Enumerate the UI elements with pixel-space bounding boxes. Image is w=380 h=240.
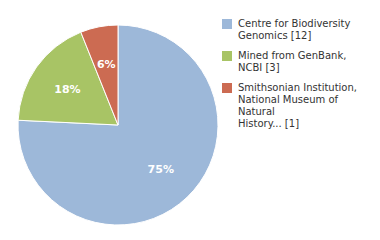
html-text:Centre for Biodiversity Genomi: Centre for Biodiversity Genomics [12] xyxy=(238,18,351,41)
html-text:Mined from GenBank, NCBI [3]: Mined from GenBank, NCBI [3] xyxy=(238,50,347,73)
svg-text:6%: 6% xyxy=(97,58,116,71)
html-text:Smithsonian Institution, Natio: Smithsonian Institution, National Museum… xyxy=(238,82,357,129)
svg-text:18%: 18% xyxy=(54,83,80,96)
svg-text:75%: 75% xyxy=(148,163,174,176)
